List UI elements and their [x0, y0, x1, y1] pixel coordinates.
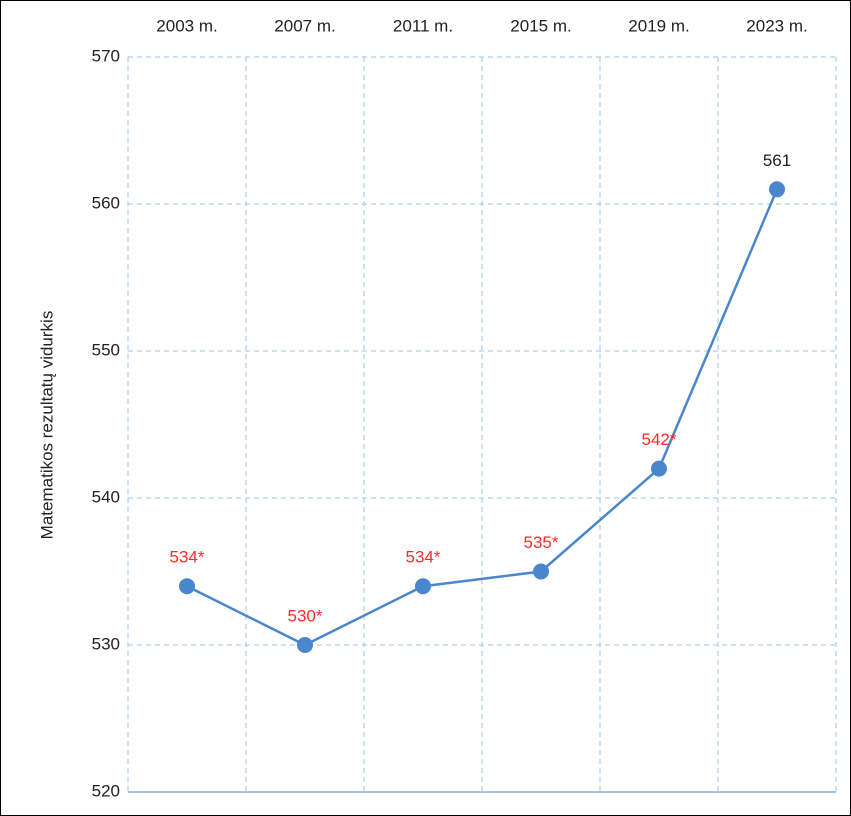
marker	[651, 460, 667, 477]
marker	[533, 563, 549, 580]
data-label: 535*	[524, 533, 559, 552]
x-tick-label: 2023 m.	[746, 16, 807, 35]
y-tick-label: 560	[92, 193, 120, 212]
marker	[769, 181, 785, 198]
x-tick-label: 2003 m.	[156, 16, 217, 35]
y-axis-label: Matematikos rezultatų vidurkis	[37, 311, 56, 540]
x-tick-label: 2015 m.	[510, 16, 571, 35]
data-label: 530*	[288, 606, 323, 625]
x-tick-label: 2019 m.	[628, 16, 689, 35]
marker	[179, 578, 195, 595]
marker	[297, 637, 313, 653]
line	[186, 188, 779, 647]
data-label: 534*	[170, 548, 205, 567]
marker	[415, 578, 431, 595]
data-label: 534*	[406, 548, 441, 567]
data-label: 542*	[642, 430, 677, 449]
x-tick-label: 2011 m.	[393, 16, 453, 35]
x-tick-label: 2007 m.	[274, 16, 335, 35]
y-tick-label: 540	[92, 487, 120, 506]
data-label: 561	[763, 151, 791, 170]
y-tick-label: 550	[92, 340, 120, 359]
y-tick-label: 570	[92, 46, 120, 65]
y-tick-label: 520	[92, 781, 120, 800]
y-tick-label: 530	[92, 634, 120, 653]
